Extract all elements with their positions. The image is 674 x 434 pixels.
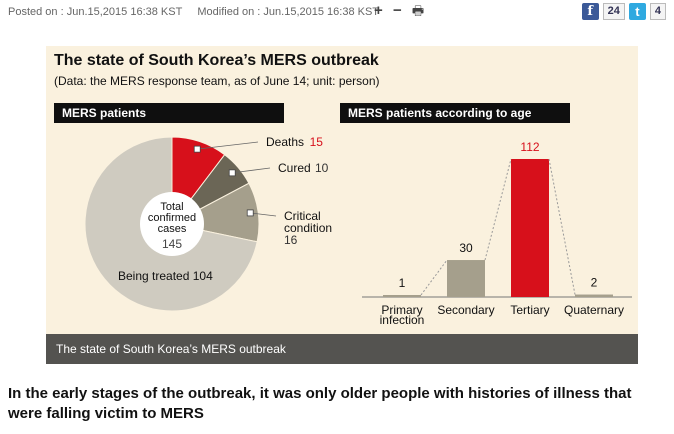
bar-connector-1 xyxy=(484,158,512,261)
bar-category-0-0: Primary xyxy=(381,303,422,317)
pie-center-value: 145 xyxy=(162,237,182,251)
callout-marker-deaths xyxy=(193,145,201,153)
bar-category-1-0: Secondary xyxy=(437,303,494,317)
bar-category-2-0: Tertiary xyxy=(510,303,549,317)
callout-label-cured: Cured xyxy=(278,161,311,175)
callout-line-deaths xyxy=(197,141,259,150)
article-meta: Posted on : Jun.15,2015 16:38 KST Modifi… xyxy=(8,6,391,18)
callout-label-critical-1: condition xyxy=(284,221,332,235)
print-icon[interactable]: 🖶 xyxy=(411,3,425,18)
bar-connector-2 xyxy=(548,158,576,295)
facebook-share-count: 24 xyxy=(602,3,625,20)
twitter-share-count: 4 xyxy=(649,3,666,20)
infographic-title: The state of South Korea’s MERS outbreak xyxy=(54,52,379,69)
caption-text: The state of South Korea’s MERS outbreak xyxy=(56,342,286,356)
pie-center-label-2: cases xyxy=(158,223,187,235)
facebook-icon[interactable]: f xyxy=(581,3,599,20)
social-share: f 24 t 4 xyxy=(581,3,666,20)
callout-value-deaths: 15 xyxy=(310,135,324,149)
modified-label: Modified on : xyxy=(197,6,261,18)
image-caption: The state of South Korea’s MERS outbreak xyxy=(46,334,638,364)
bar-value-3: 2 xyxy=(591,276,598,290)
font-decrease-icon[interactable]: − xyxy=(392,2,402,19)
bar-panel-header: MERS patients according to age xyxy=(340,103,570,123)
posted-date: Jun.15,2015 16:38 KST xyxy=(66,6,183,18)
bar-value-1: 30 xyxy=(459,241,473,255)
infographic-subtitle: (Data: the MERS response team, as of Jun… xyxy=(54,74,380,88)
pie-center-label-1: confirmed xyxy=(148,212,196,224)
callout-marker-critical xyxy=(246,209,254,217)
pie-panel-header: MERS patients xyxy=(54,103,284,123)
slice-label-being-treated: Being treated 104 xyxy=(118,269,213,283)
callout-line-critical xyxy=(250,212,277,217)
callout-marker-cured xyxy=(228,169,236,177)
callout-label-critical-0: Critical xyxy=(284,209,321,223)
modified-date: Jun.15,2015 16:38 KST xyxy=(263,6,380,18)
font-increase-icon[interactable]: + xyxy=(374,2,383,19)
callout-value-cured: 10 xyxy=(315,161,329,175)
bar-secondary xyxy=(447,260,485,297)
bar-connector-0 xyxy=(420,259,448,296)
bar-category-3-0: Quaternary xyxy=(564,303,624,317)
callout-label-deaths: Deaths xyxy=(266,135,304,149)
bar-value-0: 1 xyxy=(399,276,406,290)
posted-label: Posted on : xyxy=(8,6,64,18)
bar-category-0-1: infection xyxy=(380,313,425,327)
text-tools: + − 🖶 xyxy=(374,2,430,24)
infographic: The state of South Korea’s MERS outbreak… xyxy=(46,46,638,364)
article-headline[interactable]: In the early stages of the outbreak, it … xyxy=(8,385,632,422)
callout-value-critical: 16 xyxy=(284,233,298,247)
bar-primary-infection xyxy=(383,295,421,297)
callout-line-cured xyxy=(232,167,271,174)
bar-tertiary xyxy=(511,159,549,297)
bar-value-2: 112 xyxy=(520,140,539,154)
pie-center-hole xyxy=(140,192,204,256)
pie-center-label-0: Total xyxy=(160,201,183,213)
bar-quaternary xyxy=(575,294,613,297)
twitter-icon[interactable]: t xyxy=(628,3,646,20)
